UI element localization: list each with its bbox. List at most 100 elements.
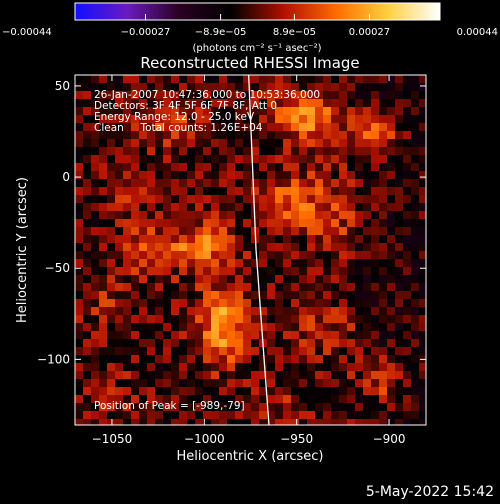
heatmap-cell: [243, 155, 252, 164]
heatmap-cell: [179, 283, 188, 292]
heatmap-cell: [75, 147, 84, 156]
heatmap-cell: [243, 339, 252, 348]
heatmap-cell: [163, 291, 172, 300]
heatmap-cell: [331, 379, 340, 388]
heatmap-cell: [163, 363, 172, 372]
heatmap-cell: [411, 211, 420, 220]
heatmap-cell: [331, 107, 340, 116]
heatmap-cell: [219, 379, 228, 388]
heatmap-cell: [291, 163, 300, 172]
heatmap-cell: [243, 179, 252, 188]
heatmap-cell: [91, 163, 100, 172]
heatmap-cell: [259, 371, 268, 380]
heatmap-cell: [179, 235, 188, 244]
heatmap-cell: [291, 75, 300, 84]
heatmap-cell: [115, 243, 124, 252]
heatmap-cell: [307, 403, 316, 412]
heatmap-cell: [291, 331, 300, 340]
heatmap-cell: [411, 275, 420, 284]
heatmap-cell: [339, 259, 348, 268]
heatmap-cell: [275, 403, 284, 412]
heatmap-cell: [171, 139, 180, 148]
heatmap-cell: [243, 411, 252, 420]
heatmap-cell: [315, 259, 324, 268]
heatmap-cell: [83, 387, 92, 396]
heatmap-cell: [419, 259, 426, 268]
heatmap-cell: [123, 363, 132, 372]
heatmap-cell: [163, 267, 172, 276]
heatmap-cell: [195, 227, 204, 236]
heatmap-cell: [107, 395, 116, 404]
heatmap-cell: [291, 387, 300, 396]
heatmap-cell: [123, 387, 132, 396]
heatmap-cell: [379, 411, 388, 420]
heatmap-cell: [355, 267, 364, 276]
heatmap-cell: [75, 115, 84, 124]
heatmap-cell: [315, 171, 324, 180]
heatmap-cell: [187, 163, 196, 172]
heatmap-cell: [251, 331, 260, 340]
heatmap-cell: [107, 227, 116, 236]
heatmap-cell: [187, 307, 196, 316]
heatmap-cell: [275, 139, 284, 148]
heatmap-cell: [115, 163, 124, 172]
heatmap-cell: [155, 411, 164, 420]
heatmap-cell: [99, 83, 108, 92]
heatmap-cell: [83, 163, 92, 172]
heatmap-cell: [275, 91, 284, 100]
heatmap-cell: [131, 163, 140, 172]
heatmap-cell: [371, 267, 380, 276]
heatmap-cell: [139, 411, 148, 420]
heatmap-cell: [371, 371, 380, 380]
heatmap-cell: [91, 395, 100, 404]
heatmap-cell: [187, 83, 196, 92]
heatmap-cell: [363, 323, 372, 332]
heatmap-cell: [363, 227, 372, 236]
heatmap-cell: [99, 379, 108, 388]
heatmap-cell: [395, 195, 404, 204]
heatmap-cell: [83, 339, 92, 348]
heatmap-cell: [307, 179, 316, 188]
heatmap-cell: [131, 275, 140, 284]
heatmap-cell: [363, 395, 372, 404]
heatmap-cell: [371, 211, 380, 220]
heatmap-cell: [139, 139, 148, 148]
heatmap-cell: [99, 211, 108, 220]
heatmap-cell: [107, 139, 116, 148]
heatmap-cell: [251, 179, 260, 188]
heatmap-cell: [147, 419, 156, 425]
heatmap-cell: [331, 147, 340, 156]
heatmap-cell: [195, 299, 204, 308]
heatmap-cell: [395, 267, 404, 276]
heatmap-cell: [147, 371, 156, 380]
heatmap-cell: [115, 131, 124, 140]
heatmap-cell: [227, 179, 236, 188]
heatmap-cell: [91, 259, 100, 268]
heatmap-cell: [387, 283, 396, 292]
heatmap-cell: [307, 147, 316, 156]
heatmap-cell: [115, 227, 124, 236]
heatmap-cell: [355, 75, 364, 84]
heatmap-cell: [355, 315, 364, 324]
heatmap-cell: [267, 179, 276, 188]
heatmap-cell: [179, 307, 188, 316]
heatmap-cell: [411, 355, 420, 364]
heatmap-cell: [155, 91, 164, 100]
heatmap-cell: [323, 291, 332, 300]
heatmap-cell: [371, 219, 380, 228]
heatmap-cell: [123, 211, 132, 220]
heatmap-cell: [171, 171, 180, 180]
heatmap-cell: [259, 299, 268, 308]
heatmap-cell: [379, 163, 388, 172]
heatmap-cell: [395, 203, 404, 212]
heatmap-cell: [419, 123, 426, 132]
heatmap-cell: [243, 347, 252, 356]
heatmap-cell: [179, 179, 188, 188]
heatmap-cell: [139, 211, 148, 220]
heatmap-cell: [131, 323, 140, 332]
heatmap-cell: [323, 91, 332, 100]
heatmap-cell: [371, 195, 380, 204]
heatmap-cell: [299, 115, 308, 124]
heatmap-cell: [347, 339, 356, 348]
heatmap-cell: [235, 243, 244, 252]
